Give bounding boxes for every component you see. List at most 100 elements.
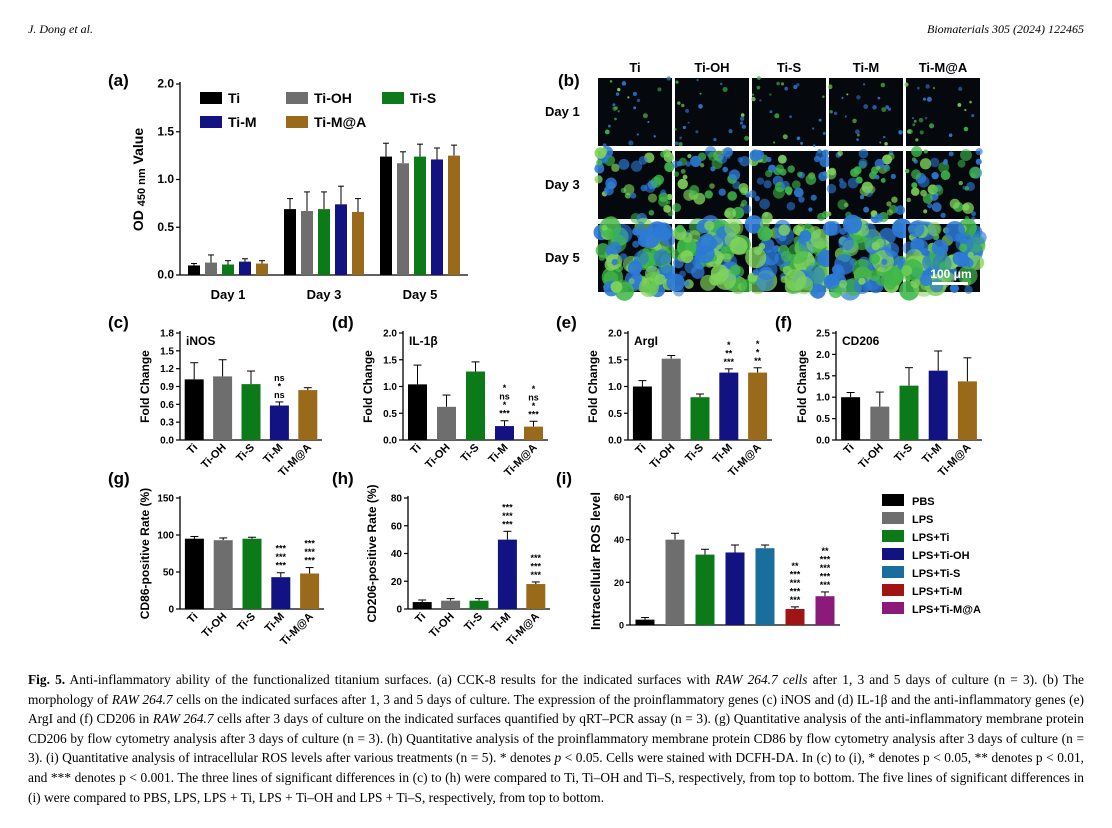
significance-mark: * — [756, 347, 760, 357]
micrograph-image — [905, 145, 983, 221]
cell-blob — [875, 238, 885, 248]
cell-blob — [971, 216, 976, 221]
cell-blob — [880, 178, 886, 183]
chart-g: (g) 0 50 100 150 CD86-positive Rate (%) Ti Ti-O… — [108, 469, 324, 648]
cell-blob — [839, 181, 847, 189]
cell-blob — [713, 137, 717, 142]
x-tick-label: Day 3 — [307, 287, 342, 302]
cell-blob — [841, 97, 844, 100]
cell-blob — [698, 104, 703, 109]
micrograph-background — [829, 78, 903, 146]
cell-blob — [858, 277, 866, 285]
cell-blob — [969, 100, 972, 104]
figure-5: (a) 0.0 0.5 1.0 1.5 2.0 OD 450 nm Value Day 1 Da… — [108, 60, 987, 648]
cell-blob — [700, 163, 705, 168]
cell-blob — [673, 285, 685, 297]
legend-swatch — [200, 92, 222, 104]
legend-label: LPS+Ti-S — [912, 568, 960, 580]
scale-bar-label: 100 μm — [930, 267, 971, 281]
cell-blob — [843, 202, 849, 208]
y-tick-label: 1.0 — [608, 382, 622, 393]
cell-blob — [969, 255, 985, 271]
cell-blob — [751, 96, 756, 102]
cell-blob — [741, 199, 748, 206]
significance-mark: *** — [820, 554, 831, 564]
cell-blob — [815, 150, 826, 161]
cell-blob — [696, 78, 699, 82]
cell-blob — [789, 115, 793, 119]
x-tick-label: Ti-M — [711, 442, 735, 466]
cell-blob — [759, 99, 762, 102]
bar-lps-ti — [695, 554, 715, 625]
cell-blob — [919, 158, 932, 170]
cell-blob — [636, 133, 639, 136]
y-tick-label: 0.0 — [816, 436, 830, 447]
bar-pbs — [635, 619, 655, 625]
micrograph-image — [899, 218, 987, 301]
caption-italic-text: RAW 264.7 — [111, 691, 173, 707]
x-tick-label: Ti-M@A — [936, 442, 974, 480]
cell-blob — [711, 158, 723, 170]
significance-mark: *** — [499, 409, 510, 419]
cell-blob — [810, 194, 817, 201]
cell-blob — [704, 220, 715, 231]
legend-label: LPS+Ti-M@A — [912, 604, 981, 616]
bar-ti-m-a — [298, 390, 318, 440]
cell-blob — [729, 264, 741, 276]
significance-mark: ns — [528, 392, 539, 402]
cell-blob — [759, 198, 770, 210]
y-axis-label: CD86-positive Rate (%) — [138, 488, 152, 619]
cell-blob — [796, 223, 805, 232]
y-tick-label: 40 — [614, 535, 624, 545]
cell-blob — [884, 242, 900, 257]
cell-blob — [948, 133, 953, 137]
legend-label: LPS+Ti — [912, 532, 949, 544]
cell-blob — [952, 252, 966, 266]
cell-blob — [973, 230, 987, 245]
panel-label: (e) — [556, 313, 577, 332]
y-tick-label: 1.0 — [383, 382, 397, 393]
cell-blob — [687, 153, 692, 159]
cell-blob — [738, 182, 749, 193]
x-tick-label: Ti-OH — [856, 442, 886, 472]
cell-blob — [685, 109, 689, 113]
y-tick-label: 1.0 — [816, 393, 830, 404]
cell-blob — [910, 187, 920, 196]
bar-ti-oh — [441, 600, 461, 609]
cell-blob — [690, 265, 705, 279]
cell-blob — [633, 106, 637, 110]
cell-blob — [654, 273, 666, 285]
cell-blob — [693, 192, 706, 205]
cell-blob — [884, 164, 890, 170]
cell-blob — [965, 258, 974, 268]
panel-label: (h) — [332, 469, 354, 488]
bar-ti-s — [469, 600, 489, 609]
significance-mark: *** — [502, 519, 513, 529]
row-header: Day 1 — [545, 104, 580, 119]
cell-blob — [859, 185, 870, 197]
cell-blob — [639, 277, 659, 298]
x-tick-label: Ti-M — [261, 442, 285, 466]
cell-blob — [837, 199, 848, 210]
bar-ti-m-a — [256, 263, 268, 275]
cell-blob — [608, 124, 611, 128]
cell-blob — [971, 114, 975, 118]
significance-mark: *** — [528, 409, 539, 419]
cell-blob — [793, 187, 804, 198]
cell-blob — [728, 129, 733, 134]
cell-blob — [699, 92, 702, 95]
cell-blob — [764, 169, 773, 178]
cell-blob — [940, 212, 946, 218]
legend-swatch — [882, 512, 904, 524]
micrograph-image — [598, 76, 672, 148]
caption-text: < 0.05. Cells were stained with DCFH-DA.… — [28, 750, 1084, 805]
significance-mark: ** — [725, 348, 733, 358]
x-tick-label: Ti-M — [486, 442, 510, 466]
cell-blob — [796, 171, 803, 178]
column-header: Ti — [629, 60, 640, 75]
legend-swatch — [200, 116, 222, 128]
cell-blob — [623, 184, 635, 195]
x-tick-label: Ti-OH — [423, 442, 453, 472]
bar-ti-m — [928, 370, 948, 440]
